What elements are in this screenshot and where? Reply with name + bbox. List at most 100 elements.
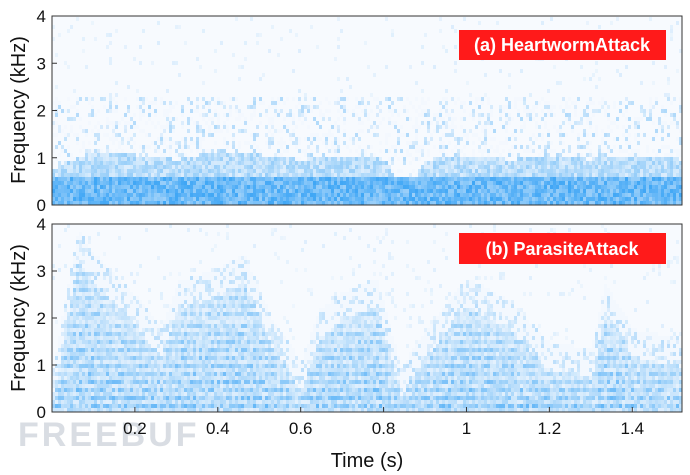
spectrogram-cell — [169, 125, 172, 129]
spectrogram-cell — [139, 356, 142, 360]
spectrogram-cell — [319, 181, 322, 185]
spectrogram-cell — [499, 117, 502, 121]
spectrogram-cell — [283, 169, 286, 173]
spectrogram-cell — [319, 109, 322, 113]
spectrogram-cell — [568, 197, 571, 201]
spectrogram-cell — [127, 288, 130, 292]
spectrogram-cell — [532, 201, 535, 205]
spectrogram-cell — [460, 157, 463, 161]
spectrogram-cell — [100, 312, 103, 316]
spectrogram-cell — [88, 392, 91, 396]
spectrogram-cell — [391, 169, 394, 173]
spectrogram-cell — [310, 153, 313, 157]
spectrogram-cell — [82, 368, 85, 372]
spectrogram-cell — [625, 141, 628, 145]
spectrogram-cell — [574, 113, 577, 117]
spectrogram-cell — [211, 153, 214, 157]
spectrogram-cell — [439, 149, 442, 153]
spectrogram-cell — [196, 133, 199, 137]
spectrogram-cell — [526, 201, 529, 205]
spectrogram-cell — [52, 197, 55, 201]
spectrogram-cell — [235, 105, 238, 109]
spectrogram-cell — [436, 201, 439, 205]
spectrogram-cell — [418, 193, 421, 197]
spectrogram-cell — [661, 109, 664, 113]
spectrogram-cell — [142, 368, 145, 372]
spectrogram-cell — [127, 300, 130, 304]
spectrogram-cell — [130, 376, 133, 380]
spectrogram-cell — [265, 197, 268, 201]
spectrogram-cell — [121, 328, 124, 332]
spectrogram-cell — [451, 193, 454, 197]
spectrogram-cell — [604, 133, 607, 137]
spectrogram-cell — [391, 113, 394, 117]
spectrogram-cell — [121, 380, 124, 384]
spectrogram-cell — [79, 189, 82, 193]
spectrogram-cell — [214, 49, 217, 53]
spectrogram-cell — [607, 161, 610, 165]
spectrogram-cell — [616, 177, 619, 181]
spectrogram-cell — [565, 197, 568, 201]
spectrogram-cell — [103, 173, 106, 177]
spectrogram-cell — [61, 400, 64, 404]
spectrogram-cell — [112, 364, 115, 368]
spectrogram-cell — [94, 272, 97, 276]
spectrogram-cell — [583, 193, 586, 197]
spectrogram-cell — [334, 153, 337, 157]
spectrogram-cell — [445, 89, 448, 93]
spectrogram-cell — [577, 133, 580, 137]
spectrogram-cell — [61, 197, 64, 201]
spectrogram-cell — [646, 157, 649, 161]
spectrogram-cell — [583, 169, 586, 173]
spectrogram-cell — [85, 360, 88, 364]
spectrogram-cell — [79, 312, 82, 316]
spectrogram-cell — [346, 109, 349, 113]
spectrogram-cell — [316, 137, 319, 141]
spectrogram-cell — [598, 145, 601, 149]
spectrogram-cell — [295, 33, 298, 37]
spectrogram-cell — [82, 408, 85, 412]
spectrogram-cell — [115, 392, 118, 396]
spectrogram-cell — [535, 197, 538, 201]
spectrogram-cell — [268, 177, 271, 181]
spectrogram-cell — [118, 400, 121, 404]
spectrogram-cell — [217, 169, 220, 173]
spectrogram-cell — [82, 244, 85, 248]
spectrogram-cell — [88, 292, 91, 296]
spectrogram-cell — [121, 161, 124, 165]
spectrogram-cell — [283, 141, 286, 145]
spectrogram-cell — [613, 185, 616, 189]
spectrogram-cell — [427, 185, 430, 189]
spectrogram-cell — [100, 268, 103, 272]
spectrogram-cell — [133, 308, 136, 312]
spectrogram-cell — [595, 85, 598, 89]
spectrogram-cell — [640, 161, 643, 165]
spectrogram-cell — [97, 308, 100, 312]
spectrogram-cell — [397, 177, 400, 181]
spectrogram-cell — [154, 169, 157, 173]
spectrogram-cell — [151, 185, 154, 189]
spectrogram-cell — [136, 304, 139, 308]
spectrogram-cell — [148, 133, 151, 137]
spectrogram-cell — [673, 121, 676, 125]
spectrogram-cell — [124, 125, 127, 129]
spectrogram-cell — [454, 61, 457, 65]
spectrogram-cell — [625, 129, 628, 133]
spectrogram-cell — [313, 197, 316, 201]
spectrogram-cell — [619, 149, 622, 153]
spectrogram-cell — [337, 117, 340, 121]
spectrogram-cell — [583, 161, 586, 165]
spectrogram-cell — [586, 105, 589, 109]
spectrogram-cell — [631, 177, 634, 181]
spectrogram-cell — [508, 197, 511, 201]
spectrogram-cell — [139, 336, 142, 340]
spectrogram-cell — [640, 197, 643, 201]
spectrogram-cell — [121, 117, 124, 121]
spectrogram-cell — [433, 117, 436, 121]
spectrogram-cell — [382, 165, 385, 169]
spectrogram-cell — [202, 157, 205, 161]
spectrogram-cell — [610, 173, 613, 177]
spectrogram-cell — [586, 141, 589, 145]
spectrogram-cell — [292, 133, 295, 137]
spectrogram-cell — [379, 169, 382, 173]
